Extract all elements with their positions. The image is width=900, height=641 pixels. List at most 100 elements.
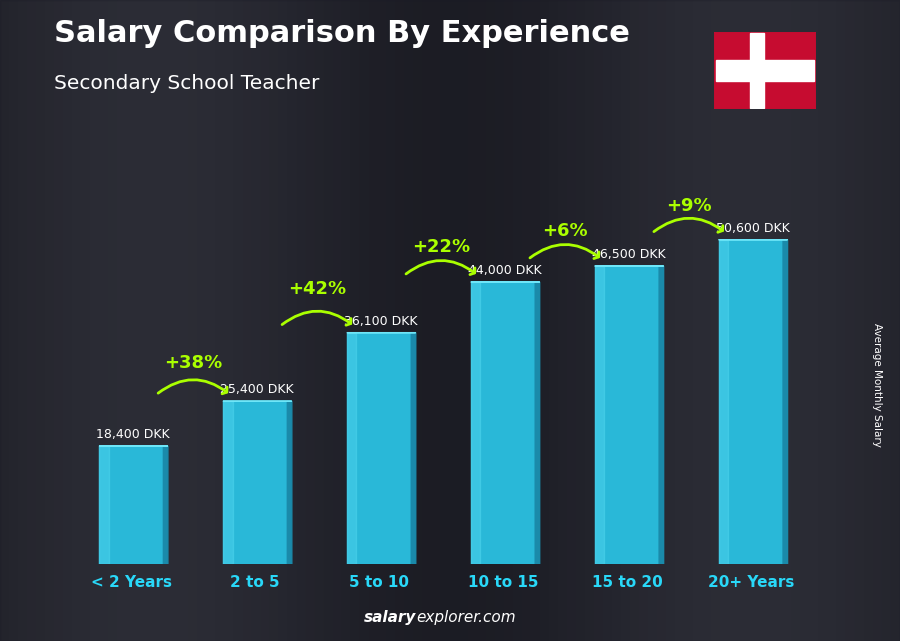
Bar <box>405 0 414 641</box>
Bar <box>504 0 513 641</box>
Bar <box>882 0 891 641</box>
Bar <box>684 0 693 641</box>
Bar <box>378 0 387 641</box>
Bar <box>621 0 630 641</box>
Bar <box>567 0 576 641</box>
Bar <box>468 0 477 641</box>
Bar <box>171 0 180 641</box>
Bar <box>873 0 882 641</box>
Bar <box>594 0 603 641</box>
Text: 46,500 DKK: 46,500 DKK <box>592 248 666 261</box>
Bar <box>837 0 846 641</box>
Text: +9%: +9% <box>666 197 712 215</box>
Bar <box>718 240 783 564</box>
Bar <box>471 282 481 564</box>
Bar <box>603 0 612 641</box>
Polygon shape <box>164 446 168 564</box>
Bar <box>702 0 711 641</box>
Bar <box>360 0 369 641</box>
Polygon shape <box>536 282 540 564</box>
Bar <box>72 0 81 641</box>
Bar <box>810 0 819 641</box>
Bar <box>223 401 287 564</box>
Polygon shape <box>783 240 788 564</box>
Bar <box>135 0 144 641</box>
Bar <box>495 0 504 641</box>
Bar <box>471 282 536 564</box>
Text: 18,400 DKK: 18,400 DKK <box>96 428 170 441</box>
Bar <box>261 0 270 641</box>
Bar <box>198 0 207 641</box>
Bar <box>774 0 783 641</box>
Bar <box>81 0 90 641</box>
Bar <box>342 0 351 641</box>
Bar <box>639 0 648 641</box>
Bar <box>738 0 747 641</box>
Bar <box>45 0 54 641</box>
Bar <box>711 0 720 641</box>
Text: 50,600 DKK: 50,600 DKK <box>716 222 790 235</box>
Bar <box>846 0 855 641</box>
Bar <box>891 0 900 641</box>
Bar <box>288 0 297 641</box>
Bar <box>279 0 288 641</box>
Bar <box>396 0 405 641</box>
Text: Secondary School Teacher: Secondary School Teacher <box>54 74 320 93</box>
Bar <box>36 0 45 641</box>
Bar <box>144 0 153 641</box>
Bar <box>450 0 459 641</box>
Bar <box>423 0 432 641</box>
Bar <box>576 0 585 641</box>
Bar <box>558 0 567 641</box>
Text: +38%: +38% <box>164 354 222 372</box>
Bar <box>718 240 728 564</box>
Bar <box>297 0 306 641</box>
Bar <box>207 0 216 641</box>
Bar <box>531 0 540 641</box>
Bar <box>612 0 621 641</box>
Bar <box>828 0 837 641</box>
Bar <box>819 0 828 641</box>
Bar <box>765 0 774 641</box>
Bar <box>855 0 864 641</box>
Bar <box>783 0 792 641</box>
Text: 44,000 DKK: 44,000 DKK <box>468 264 542 277</box>
Text: +6%: +6% <box>542 222 588 240</box>
Bar <box>189 0 198 641</box>
Text: 25,400 DKK: 25,400 DKK <box>220 383 294 396</box>
Bar <box>729 0 738 641</box>
Bar <box>387 0 396 641</box>
Bar <box>693 0 702 641</box>
Bar <box>117 0 126 641</box>
Bar <box>595 266 604 564</box>
Bar <box>18 0 27 641</box>
Bar <box>99 446 109 564</box>
Bar <box>675 0 684 641</box>
Bar <box>792 0 801 641</box>
Bar <box>270 0 279 641</box>
Bar <box>585 0 594 641</box>
Bar <box>756 0 765 641</box>
Bar <box>666 0 675 641</box>
Bar <box>9 0 18 641</box>
Bar <box>801 0 810 641</box>
Bar <box>441 0 450 641</box>
Bar <box>351 0 360 641</box>
Polygon shape <box>411 333 416 564</box>
Text: Average Monthly Salary: Average Monthly Salary <box>872 322 883 447</box>
Bar <box>234 0 243 641</box>
Bar <box>108 0 117 641</box>
Polygon shape <box>659 266 663 564</box>
Polygon shape <box>287 401 292 564</box>
Bar <box>63 0 72 641</box>
Bar <box>54 0 63 641</box>
Bar <box>864 0 873 641</box>
Bar <box>216 0 225 641</box>
Text: +22%: +22% <box>412 238 470 256</box>
Bar <box>223 401 232 564</box>
Bar <box>540 0 549 641</box>
Bar <box>630 0 639 641</box>
Bar <box>486 0 495 641</box>
Text: 36,100 DKK: 36,100 DKK <box>345 315 418 328</box>
Bar <box>99 446 164 564</box>
